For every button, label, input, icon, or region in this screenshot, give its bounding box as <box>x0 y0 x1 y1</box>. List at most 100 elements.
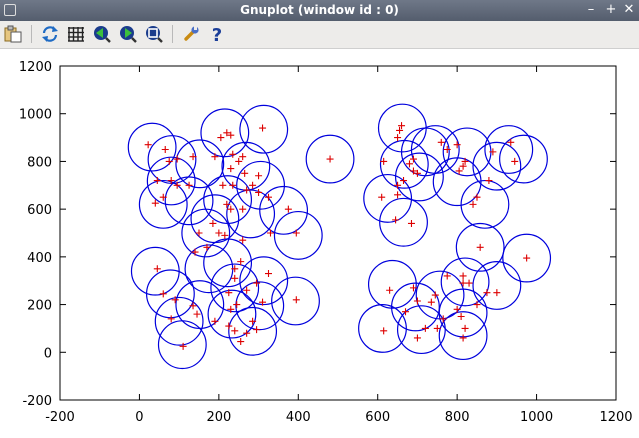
data-point <box>171 296 179 304</box>
data-point <box>459 162 467 170</box>
zoom-next-icon <box>120 26 137 43</box>
data-circle <box>235 281 285 331</box>
data-circle <box>138 179 188 229</box>
y-tick-label: 600 <box>27 203 52 218</box>
data-point <box>167 315 175 323</box>
data-circle <box>175 280 225 330</box>
data-point <box>392 216 400 224</box>
toolbar-separator <box>31 25 32 43</box>
data-point <box>394 134 402 142</box>
minimize-button[interactable]: – <box>587 2 595 17</box>
data-circle <box>239 256 289 306</box>
data-circle <box>472 141 522 191</box>
data-circle <box>190 194 240 244</box>
data-point <box>396 126 404 134</box>
data-point <box>223 129 231 137</box>
data-point <box>465 279 473 287</box>
data-circle <box>472 261 522 310</box>
data-point <box>239 205 247 213</box>
data-point <box>292 229 300 237</box>
data-point <box>493 289 501 297</box>
data-point <box>211 153 219 161</box>
data-point <box>229 150 237 158</box>
data-point <box>265 193 272 201</box>
svg-text:?: ? <box>212 25 222 44</box>
replot-icon <box>42 26 58 42</box>
data-point <box>380 157 388 165</box>
data-point <box>231 265 239 273</box>
window-title: Gnuplot (window id : 0) <box>240 3 399 17</box>
data-point <box>405 160 413 168</box>
data-point <box>507 138 515 146</box>
data-point <box>153 177 161 185</box>
data-point <box>173 181 181 189</box>
toolbar-separator <box>172 25 173 43</box>
data-point <box>443 146 451 153</box>
data-point <box>407 219 415 227</box>
data-point <box>144 141 152 149</box>
toolbar: ? <box>0 21 639 49</box>
data-point <box>459 279 467 287</box>
data-circle <box>207 289 257 339</box>
data-point <box>461 157 469 165</box>
data-point <box>476 243 484 251</box>
data-point <box>413 169 421 177</box>
data-circle <box>259 185 309 235</box>
data-point <box>511 157 519 165</box>
scatter-chart: -200 0 200 400 600 800 1000 1200 -200 0 200 400 600 8… <box>19 60 633 425</box>
unzoom-button[interactable] <box>144 24 164 44</box>
zoom-previous-icon <box>94 26 111 43</box>
data-circle <box>502 233 552 283</box>
maximize-button[interactable]: + <box>605 2 617 17</box>
data-point <box>421 324 429 332</box>
data-point <box>227 165 235 173</box>
data-point <box>443 272 451 280</box>
data-point <box>219 181 227 189</box>
data-circle <box>396 305 446 355</box>
data-circle <box>363 173 413 223</box>
data-point <box>453 141 461 149</box>
zoom-next-button[interactable] <box>118 24 138 44</box>
data-point <box>153 265 161 273</box>
data-point <box>249 181 257 189</box>
data-circle <box>358 303 407 353</box>
data-circle <box>367 259 417 309</box>
data-circle <box>394 152 444 202</box>
data-point <box>259 124 267 132</box>
data-point <box>179 342 187 350</box>
data-point <box>253 326 261 334</box>
data-point <box>461 324 469 332</box>
data-point <box>469 200 477 208</box>
data-point <box>326 155 334 163</box>
data-circle <box>175 139 225 189</box>
data-point <box>185 181 193 189</box>
x-tick-label: 400 <box>286 410 311 425</box>
data-circle <box>236 160 285 210</box>
data-point <box>284 205 292 213</box>
grid-button[interactable] <box>66 24 86 44</box>
data-point <box>378 193 386 201</box>
replot-button[interactable] <box>40 24 60 44</box>
data-circle <box>203 238 253 288</box>
data-point <box>227 131 235 139</box>
data-point <box>409 167 417 175</box>
zoom-previous-button[interactable] <box>92 24 112 44</box>
data-circle <box>273 210 323 260</box>
data-point <box>255 172 263 180</box>
axes-layer: -200 0 200 400 600 800 1000 1200 -200 0 200 400 600 8… <box>19 60 633 425</box>
data-circle <box>432 157 482 207</box>
close-button[interactable]: ✕ <box>623 2 635 17</box>
data-circle <box>499 134 548 184</box>
data-point <box>255 188 263 196</box>
settings-button[interactable] <box>181 24 201 44</box>
copy-clipboard-button[interactable] <box>3 24 23 44</box>
x-tick-label: 0 <box>135 410 143 425</box>
data-point <box>380 327 388 335</box>
help-button[interactable]: ? <box>207 24 227 46</box>
unzoom-icon <box>146 26 163 43</box>
data-point <box>266 229 274 237</box>
data-circle <box>145 269 195 319</box>
data-circle <box>228 306 278 356</box>
data-circle <box>460 179 510 229</box>
data-point <box>233 301 241 309</box>
